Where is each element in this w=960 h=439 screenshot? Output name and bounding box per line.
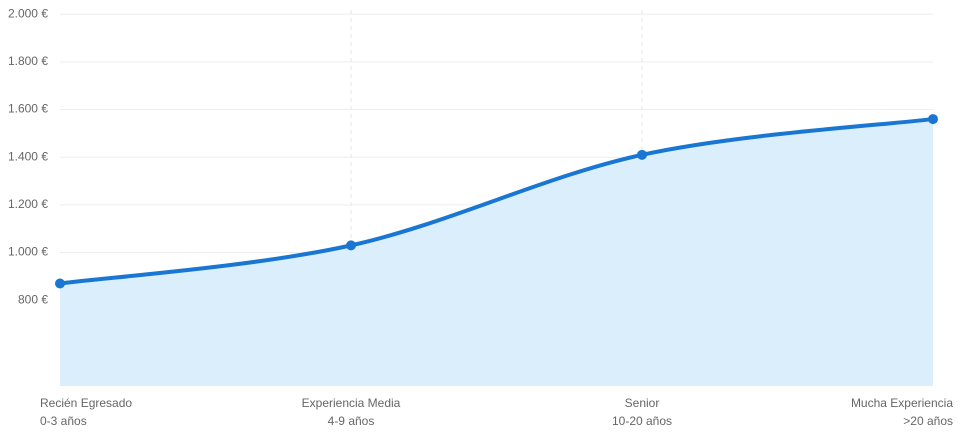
y-tick-label: 1.600 € — [8, 102, 48, 116]
point — [928, 114, 938, 125]
x-tick-sublabel: 10-20 años — [612, 414, 672, 428]
point — [346, 240, 356, 251]
point — [55, 278, 65, 289]
y-tick-label: 1.000 € — [8, 245, 48, 259]
area-fill — [60, 119, 933, 387]
y-tick-label: 1.400 € — [8, 149, 48, 163]
x-tick-sublabel: 4-9 años — [328, 414, 375, 428]
y-tick-label: 2.000 € — [8, 6, 48, 20]
point — [637, 149, 647, 160]
y-tick-label: 1.800 € — [8, 54, 48, 68]
y-tick-label: 800 € — [18, 292, 48, 306]
x-tick-sublabel: >20 años — [903, 414, 953, 428]
x-tick-label: Experiencia Media — [302, 396, 401, 410]
x-tick-label: Recién Egresado — [40, 396, 132, 410]
x-tick-label: Mucha Experiencia — [851, 396, 953, 410]
line — [59, 117, 934, 286]
x-tick-sublabel: 0-3 años — [40, 414, 87, 428]
y-tick-label: 1.200 € — [8, 197, 48, 211]
x-tick-label: Senior — [625, 396, 660, 410]
